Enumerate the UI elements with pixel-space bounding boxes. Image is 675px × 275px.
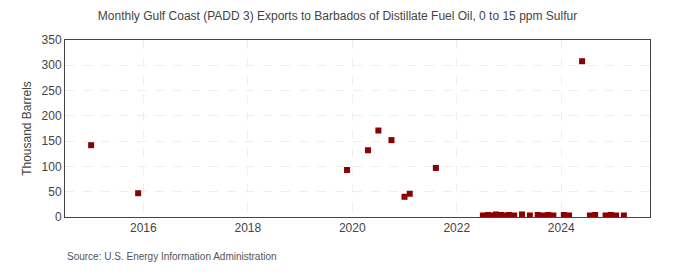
- svg-text:100: 100: [42, 160, 62, 174]
- svg-text:2024: 2024: [548, 221, 575, 235]
- svg-text:Monthly Gulf Coast (PADD 3) Ex: Monthly Gulf Coast (PADD 3) Exports to B…: [98, 9, 577, 23]
- svg-text:150: 150: [42, 134, 62, 148]
- svg-text:250: 250: [42, 84, 62, 98]
- svg-text:2020: 2020: [339, 221, 366, 235]
- svg-text:0: 0: [55, 210, 62, 224]
- svg-text:2018: 2018: [234, 221, 261, 235]
- svg-text:2016: 2016: [130, 221, 157, 235]
- svg-text:200: 200: [42, 109, 62, 123]
- svg-text:50: 50: [48, 185, 62, 199]
- svg-text:300: 300: [42, 58, 62, 72]
- svg-text:Source: U.S. Energy Informatio: Source: U.S. Energy Information Administ…: [67, 251, 277, 262]
- svg-text:350: 350: [42, 33, 62, 47]
- svg-text:2022: 2022: [443, 221, 470, 235]
- svg-text:Thousand Barrels: Thousand Barrels: [20, 81, 34, 176]
